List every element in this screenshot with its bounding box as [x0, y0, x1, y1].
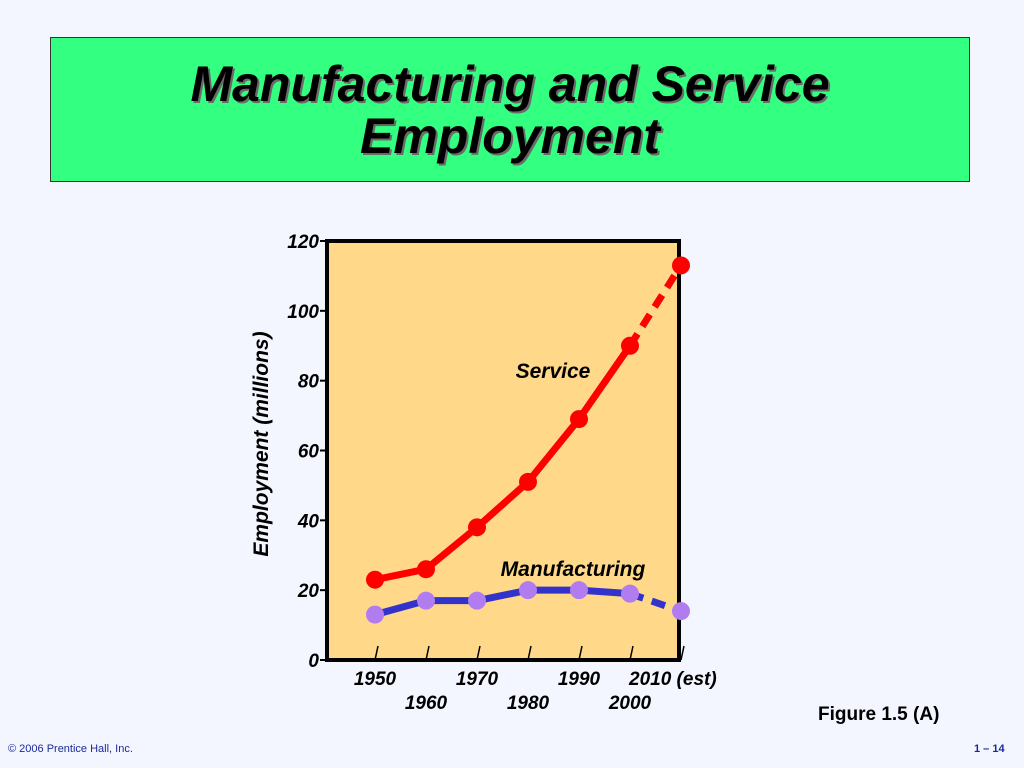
x-tick-mark [476, 645, 481, 661]
y-tick-label: 120 [287, 232, 319, 253]
copyright-footer: © 2006 Prentice Hall, Inc. [8, 743, 133, 755]
data-point-manufacturing [468, 591, 486, 610]
service-series-label: Service [516, 360, 591, 383]
data-point-manufacturing [366, 605, 384, 624]
y-tick-label: 80 [298, 372, 320, 393]
x-tick-label: 1950 [354, 669, 397, 690]
manufacturing-series-label: Manufacturing [501, 558, 646, 581]
data-point-service [570, 410, 588, 429]
y-axis-label: Employment (millions) [250, 331, 273, 556]
data-point-service [366, 570, 384, 589]
figure-caption: Figure 1.5 (A) [818, 704, 940, 725]
y-tick-label: 40 [297, 511, 320, 532]
data-point-manufacturing [519, 581, 537, 600]
x-tick-label: 1990 [558, 669, 601, 690]
title-box: Manufacturing and Service Employment [50, 37, 970, 182]
slide-title-line-1: Manufacturing and Service [190, 55, 830, 112]
slide-title-line-2: Employment [359, 107, 661, 164]
data-point-service [417, 560, 435, 579]
x-tick-mark [680, 645, 685, 661]
data-point-service [672, 256, 690, 275]
x-tick-label: 1960 [405, 693, 448, 714]
x-tick-label: 1970 [456, 669, 499, 690]
y-tick-label: 0 [308, 651, 319, 672]
data-point-manufacturing [417, 591, 435, 610]
page-number: 1 – 14 [974, 743, 1005, 755]
x-tick-mark [629, 645, 634, 661]
data-point-manufacturing [570, 581, 588, 600]
x-tick-mark [527, 645, 532, 661]
x-tick-mark [374, 645, 379, 661]
data-point-service [468, 518, 486, 537]
data-point-manufacturing [672, 602, 690, 621]
y-tick-label: 100 [287, 302, 319, 323]
x-tick-label: 2010 (est) [628, 669, 717, 690]
series-dashed-segment-service [627, 263, 684, 348]
data-point-service [519, 472, 537, 491]
x-tick-label: 2000 [608, 693, 652, 714]
data-point-manufacturing [621, 584, 639, 603]
x-tick-label: 1980 [507, 693, 550, 714]
x-tick-mark [425, 645, 430, 661]
y-tick-label: 20 [297, 581, 320, 602]
y-tick-label: 60 [298, 442, 320, 463]
x-tick-mark [578, 645, 583, 661]
data-point-service [621, 336, 639, 355]
